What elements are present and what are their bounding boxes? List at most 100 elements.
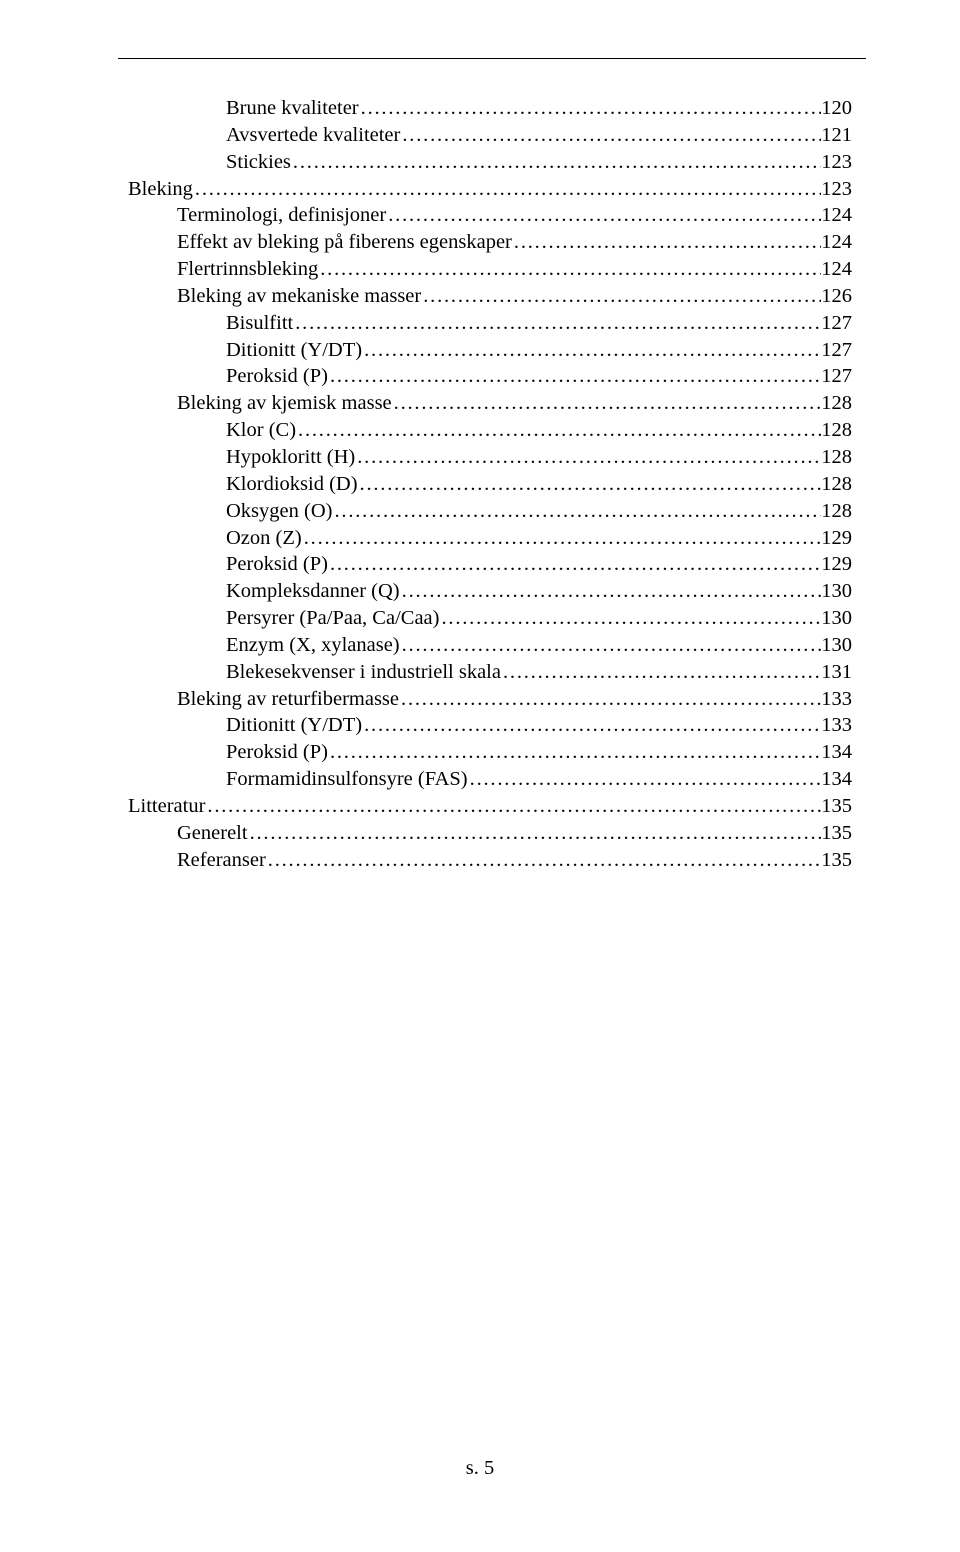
toc-page-number: 128 (821, 390, 852, 417)
toc-page-number: 131 (821, 659, 852, 686)
toc-page-number: 133 (821, 686, 852, 713)
toc-label: Bisulfitt (226, 310, 293, 337)
toc-entry: Bleking av kjemisk masse 128 (128, 390, 852, 417)
toc-page-number: 127 (821, 337, 852, 364)
toc-page-number: 135 (821, 847, 852, 874)
toc-leader-dots (501, 659, 821, 686)
toc-label: Peroksid (P) (226, 363, 328, 390)
toc-leader-dots (358, 471, 822, 498)
toc-page-number: 128 (821, 498, 852, 525)
toc-page-number: 126 (821, 283, 852, 310)
toc-entry: Peroksid (P) 134 (128, 739, 852, 766)
toc-label: Litteratur (128, 793, 205, 820)
toc-page-number: 129 (821, 525, 852, 552)
toc-leader-dots (302, 525, 822, 552)
toc-entry: Kompleksdanner (Q) 130 (128, 578, 852, 605)
toc-leader-dots (248, 820, 822, 847)
toc-page-number: 124 (821, 229, 852, 256)
toc-label: Peroksid (P) (226, 739, 328, 766)
toc-page-number: 130 (821, 578, 852, 605)
toc-leader-dots (355, 444, 821, 471)
toc-entry: Bleking av returfibermasse 133 (128, 686, 852, 713)
page: Brune kvaliteter 120Avsvertede kvalitete… (0, 0, 960, 1552)
toc-entry: Peroksid (P) 127 (128, 363, 852, 390)
toc-entry: Effekt av bleking på fiberens egenskaper… (128, 229, 852, 256)
toc-page-number: 128 (821, 471, 852, 498)
toc-entry: Stickies 123 (128, 149, 852, 176)
toc-page-number: 124 (821, 202, 852, 229)
toc-leader-dots (512, 229, 821, 256)
top-rule (118, 58, 866, 59)
toc-label: Flertrinnsbleking (177, 256, 318, 283)
toc-leader-dots (439, 605, 821, 632)
toc-leader-dots (400, 122, 821, 149)
toc-entry: Persyrer (Pa/Paa, Ca/Caa) 130 (128, 605, 852, 632)
toc-label: Enzym (X, xylanase) (226, 632, 400, 659)
toc-entry: Enzym (X, xylanase) 130 (128, 632, 852, 659)
toc-leader-dots (296, 417, 821, 444)
toc-entry: Klordioksid (D) 128 (128, 471, 852, 498)
toc-label: Persyrer (Pa/Paa, Ca/Caa) (226, 605, 439, 632)
toc-page-number: 124 (821, 256, 852, 283)
toc-leader-dots (328, 551, 821, 578)
toc-page-number: 135 (821, 820, 852, 847)
toc-entry: Terminologi, definisjoner 124 (128, 202, 852, 229)
page-number: s. 5 (466, 1457, 494, 1479)
toc-leader-dots (399, 686, 821, 713)
toc-label: Effekt av bleking på fiberens egenskaper (177, 229, 512, 256)
toc-label: Ditionitt (Y/DT) (226, 712, 362, 739)
toc-label: Ditionitt (Y/DT) (226, 337, 362, 364)
toc-entry: Ditionitt (Y/DT) 127 (128, 337, 852, 364)
toc-entry: Avsvertede kvaliteter 121 (128, 122, 852, 149)
toc-page-number: 129 (821, 551, 852, 578)
toc-label: Hypokloritt (H) (226, 444, 355, 471)
toc-page-number: 134 (821, 766, 852, 793)
toc-leader-dots (318, 256, 821, 283)
toc-entry: Ozon (Z) 129 (128, 525, 852, 552)
toc-leader-dots (293, 310, 821, 337)
toc-leader-dots (266, 847, 821, 874)
toc-page-number: 130 (821, 605, 852, 632)
toc-page-number: 127 (821, 363, 852, 390)
toc-page-number: 128 (821, 417, 852, 444)
toc-entry: Formamidinsulfonsyre (FAS) 134 (128, 766, 852, 793)
toc-label: Ozon (Z) (226, 525, 302, 552)
toc-label: Kompleksdanner (Q) (226, 578, 400, 605)
toc-page-number: 133 (821, 712, 852, 739)
toc-entry: Klor (C) 128 (128, 417, 852, 444)
toc-label: Formamidinsulfonsyre (FAS) (226, 766, 468, 793)
toc-label: Blekesekvenser i industriell skala (226, 659, 501, 686)
toc-entry: Ditionitt (Y/DT) 133 (128, 712, 852, 739)
toc-entry: Oksygen (O) 128 (128, 498, 852, 525)
toc-page-number: 123 (821, 149, 852, 176)
toc-entry: Bleking av mekaniske masser 126 (128, 283, 852, 310)
toc-label: Referanser (177, 847, 266, 874)
toc-entry: Peroksid (P) 129 (128, 551, 852, 578)
toc-leader-dots (291, 149, 821, 176)
toc-label: Bleking av mekaniske masser (177, 283, 421, 310)
toc-leader-dots (468, 766, 822, 793)
toc-entry: Brune kvaliteter 120 (128, 95, 852, 122)
toc-leader-dots (193, 176, 821, 203)
toc-leader-dots (421, 283, 821, 310)
toc-label: Oksygen (O) (226, 498, 332, 525)
toc-page-number: 135 (821, 793, 852, 820)
toc-entry: Hypokloritt (H) 128 (128, 444, 852, 471)
toc-leader-dots (386, 202, 821, 229)
toc-entry: Referanser 135 (128, 847, 852, 874)
table-of-contents: Brune kvaliteter 120Avsvertede kvalitete… (128, 95, 852, 873)
toc-leader-dots (362, 712, 821, 739)
toc-leader-dots (359, 95, 822, 122)
toc-label: Bleking (128, 176, 193, 203)
toc-leader-dots (205, 793, 821, 820)
toc-page-number: 121 (821, 122, 852, 149)
toc-label: Generelt (177, 820, 248, 847)
toc-entry: Generelt 135 (128, 820, 852, 847)
toc-page-number: 130 (821, 632, 852, 659)
toc-leader-dots (328, 739, 821, 766)
toc-leader-dots (400, 578, 822, 605)
toc-page-number: 127 (821, 310, 852, 337)
toc-label: Stickies (226, 149, 291, 176)
toc-label: Klordioksid (D) (226, 471, 358, 498)
toc-page-number: 128 (821, 444, 852, 471)
